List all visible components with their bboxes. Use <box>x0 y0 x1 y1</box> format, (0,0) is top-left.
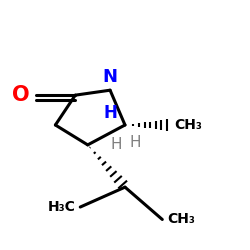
Text: N: N <box>102 68 118 86</box>
Text: H: H <box>130 135 141 150</box>
Text: H: H <box>103 104 117 122</box>
Text: H₃C: H₃C <box>48 200 75 214</box>
Text: CH₃: CH₃ <box>167 212 195 226</box>
Text: CH₃: CH₃ <box>175 118 203 132</box>
Text: H: H <box>110 138 122 152</box>
Text: O: O <box>12 85 29 105</box>
